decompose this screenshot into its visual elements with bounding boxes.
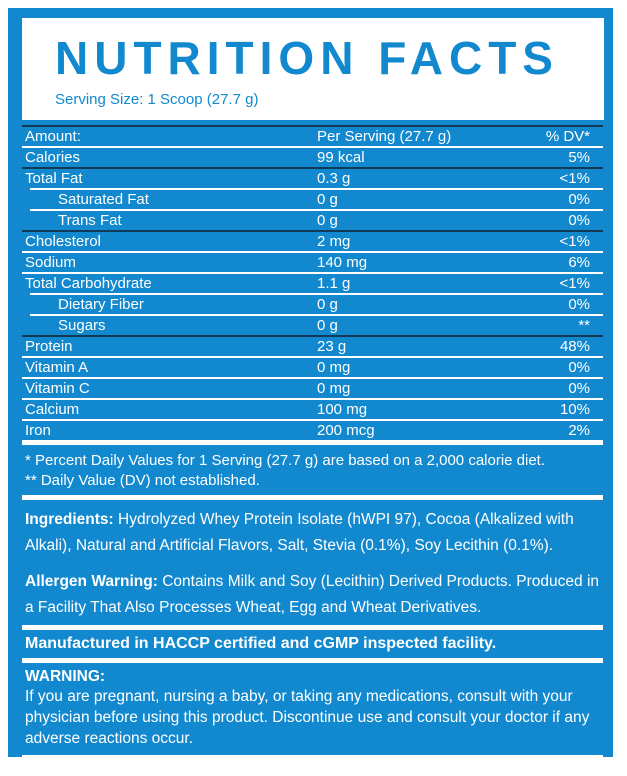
row-divider bbox=[22, 230, 603, 232]
nutrient-amount: 0 g bbox=[317, 212, 338, 229]
nutrient-amount: 100 mg bbox=[317, 401, 368, 418]
nutrient-name: Iron bbox=[25, 422, 51, 439]
footnote-dv-not-established: ** Daily Value (DV) not established. bbox=[25, 472, 260, 489]
nutrient-name: Calcium bbox=[25, 401, 80, 418]
row-divider bbox=[22, 272, 603, 274]
table-body: Calories 99 kcal 5% Total Fat 0.3 g <1% Satura… bbox=[22, 148, 603, 445]
table-row: Dietary Fiber 0 g 0% bbox=[22, 295, 603, 314]
nutrient-dv: 0% bbox=[568, 212, 590, 229]
table-row: Iron 200 mcg 2% bbox=[22, 421, 603, 440]
row-divider bbox=[22, 398, 603, 400]
allergen-label: Allergen Warning: bbox=[25, 573, 158, 590]
serving-size-text: Serving Size: 1 Scoop (27.7 g) bbox=[55, 91, 259, 108]
page-title: NUTRITION FACTS bbox=[55, 32, 559, 84]
nutrient-amount: 0 mg bbox=[317, 380, 351, 397]
nutrient-name: Total Carbohydrate bbox=[25, 275, 152, 292]
warning-heading: WARNING: bbox=[25, 668, 106, 685]
nutrient-amount: 2 mg bbox=[317, 233, 351, 250]
nutrient-name: Calories bbox=[25, 149, 81, 166]
nutrient-amount: 0 g bbox=[317, 317, 338, 334]
nutrient-dv: 0% bbox=[568, 296, 590, 313]
table-row: Calcium 100 mg 10% bbox=[22, 400, 603, 419]
table-row: Cholesterol 2 mg <1% bbox=[22, 232, 603, 251]
table-row: Saturated Fat 0 g 0% bbox=[22, 190, 603, 209]
nutrient-amount: 0 mg bbox=[317, 359, 351, 376]
table-row: Sugars 0 g ** bbox=[22, 316, 603, 335]
table-row: Protein 23 g 48% bbox=[22, 337, 603, 356]
row-divider bbox=[22, 419, 603, 421]
nutrient-name: Total Fat bbox=[25, 170, 83, 187]
nutrient-name: Trans Fat bbox=[58, 212, 122, 229]
allergen-paragraph: Allergen Warning: Contains Milk and Soy … bbox=[22, 569, 603, 621]
nutrient-dv: 10% bbox=[559, 401, 590, 418]
ingredients-paragraph: Ingredients: Hydrolyzed Whey Protein Iso… bbox=[22, 500, 603, 562]
column-header-amount: Amount: bbox=[25, 128, 81, 145]
nutrient-dv: <1% bbox=[559, 170, 590, 187]
nutrient-name: Sugars bbox=[58, 317, 106, 334]
nutrient-name: Cholesterol bbox=[25, 233, 101, 250]
nutrient-amount: 140 mg bbox=[317, 254, 368, 271]
row-divider bbox=[22, 251, 603, 253]
nutrient-dv: 2% bbox=[568, 422, 590, 439]
table-top-rule bbox=[22, 125, 603, 127]
column-header-dv: % DV* bbox=[545, 128, 590, 145]
row-divider bbox=[22, 167, 603, 169]
table-row: Calories 99 kcal 5% bbox=[22, 148, 603, 167]
row-divider bbox=[30, 314, 603, 316]
table-row: Total Carbohydrate 1.1 g <1% bbox=[22, 274, 603, 293]
nutrient-name: Vitamin C bbox=[25, 380, 90, 397]
nutrient-dv: 48% bbox=[559, 338, 590, 355]
row-divider bbox=[30, 188, 603, 190]
nutrient-dv: 5% bbox=[568, 149, 590, 166]
nutrient-dv: <1% bbox=[559, 233, 590, 250]
nutrient-amount: 0.3 g bbox=[317, 170, 351, 187]
bottom-rule bbox=[22, 755, 603, 757]
section-rule bbox=[22, 658, 603, 663]
nutrient-amount: 0 g bbox=[317, 296, 338, 313]
row-divider bbox=[30, 209, 603, 211]
footnotes: * Percent Daily Values for 1 Serving (27… bbox=[22, 445, 603, 495]
table-row: Total Fat 0.3 g <1% bbox=[22, 169, 603, 188]
nutrition-table: Amount: Per Serving (27.7 g) % DV* Calor… bbox=[22, 125, 603, 445]
table-row: Vitamin A 0 mg 0% bbox=[22, 358, 603, 377]
nutrient-dv: 6% bbox=[568, 254, 590, 271]
table-row: Vitamin C 0 mg 0% bbox=[22, 379, 603, 398]
label-panel: NUTRITION FACTS Serving Size: 1 Scoop (2… bbox=[8, 8, 613, 757]
nutrient-name: Saturated Fat bbox=[58, 191, 149, 208]
nutrient-dv: 0% bbox=[568, 359, 590, 376]
nutrient-dv: 0% bbox=[568, 191, 590, 208]
footnote-daily-values: * Percent Daily Values for 1 Serving (27… bbox=[25, 452, 546, 469]
row-divider bbox=[22, 440, 603, 445]
table-row: Trans Fat 0 g 0% bbox=[22, 211, 603, 230]
nutrient-dv: ** bbox=[578, 317, 590, 334]
row-divider bbox=[22, 335, 603, 337]
nutrient-amount: 23 g bbox=[317, 338, 347, 355]
warning-text: If you are pregnant, nursing a baby, or … bbox=[25, 688, 590, 747]
nutrient-name: Protein bbox=[25, 338, 73, 355]
section-rule bbox=[22, 495, 603, 500]
nutrient-amount: 1.1 g bbox=[317, 275, 351, 292]
nutrient-dv: 0% bbox=[568, 380, 590, 397]
row-divider bbox=[22, 356, 603, 358]
table-header-row: Amount: Per Serving (27.7 g) % DV* bbox=[22, 127, 603, 146]
nutrient-name: Dietary Fiber bbox=[58, 296, 144, 313]
manufactured-statement: Manufactured in HACCP certified and cGMP… bbox=[25, 635, 497, 652]
nutrient-amount: 99 kcal bbox=[317, 149, 365, 166]
nutrient-amount: 0 g bbox=[317, 191, 338, 208]
allergen-text: Contains Milk and Soy (Lecithin) Derived… bbox=[25, 573, 600, 616]
row-divider bbox=[30, 293, 603, 295]
nutrient-name: Vitamin A bbox=[25, 359, 89, 376]
ingredients-label: Ingredients: bbox=[25, 511, 114, 528]
nutrient-amount: 200 mcg bbox=[317, 422, 375, 439]
section-rule bbox=[22, 625, 603, 630]
nutrient-name: Sodium bbox=[25, 254, 76, 271]
ingredients-text: Hydrolyzed Whey Protein Isolate (hWPI 97… bbox=[25, 511, 574, 554]
row-divider bbox=[22, 146, 603, 148]
table-row: Sodium 140 mg 6% bbox=[22, 253, 603, 272]
column-header-per-serving: Per Serving (27.7 g) bbox=[317, 128, 452, 145]
row-divider bbox=[22, 377, 603, 379]
nutrient-dv: <1% bbox=[559, 275, 590, 292]
title-box: NUTRITION FACTS Serving Size: 1 Scoop (2… bbox=[22, 18, 604, 120]
